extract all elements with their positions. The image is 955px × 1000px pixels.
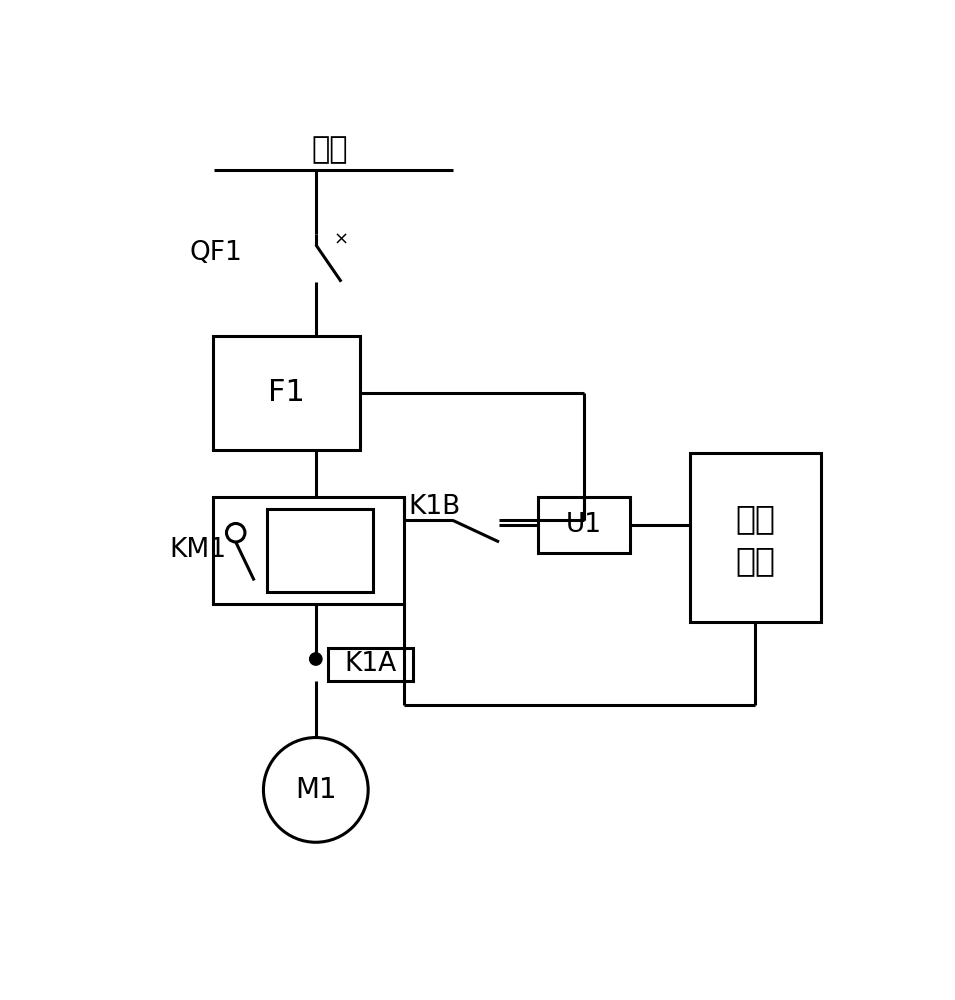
Bar: [213, 336, 360, 450]
Text: QF1: QF1: [189, 240, 243, 266]
Text: ×: ×: [333, 230, 349, 248]
Text: F1: F1: [268, 378, 305, 407]
Bar: [213, 497, 404, 604]
Text: M1: M1: [295, 776, 336, 804]
Bar: [329, 648, 413, 681]
Bar: [690, 453, 821, 622]
Text: K1A: K1A: [345, 651, 396, 677]
Text: 电源: 电源: [311, 135, 348, 164]
Bar: [266, 509, 372, 592]
Text: 回路: 回路: [735, 544, 775, 577]
Bar: [538, 497, 630, 553]
Text: U1: U1: [565, 512, 602, 538]
Text: KM1: KM1: [169, 537, 226, 563]
Text: 合闸: 合闸: [735, 502, 775, 535]
Text: K1B: K1B: [408, 494, 460, 520]
Circle shape: [309, 653, 322, 665]
